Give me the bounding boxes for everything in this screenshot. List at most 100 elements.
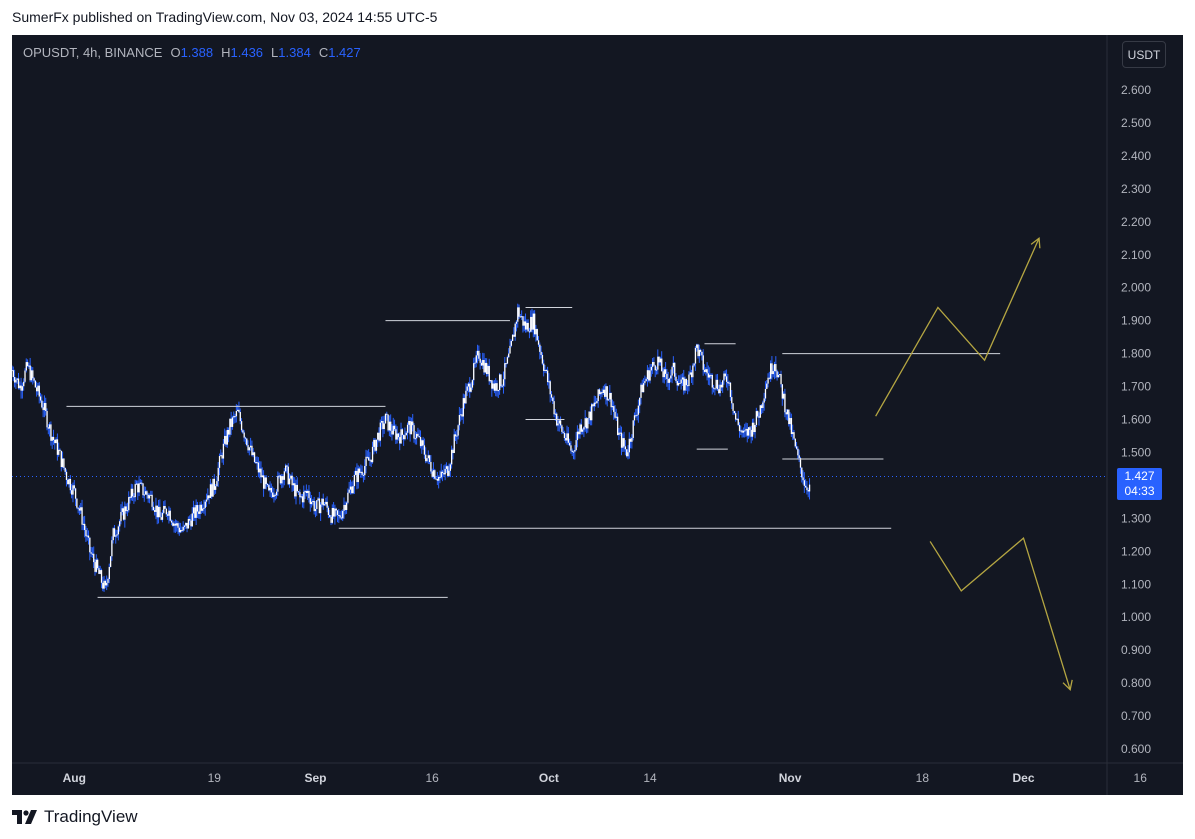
candle-body xyxy=(773,364,776,372)
candle-body xyxy=(292,483,295,486)
candle-body xyxy=(746,428,748,436)
x-tick-label: 19 xyxy=(208,771,222,785)
candle-body xyxy=(687,385,689,387)
y-tick-label: 2.400 xyxy=(1121,149,1151,163)
candle-body xyxy=(440,471,442,478)
candle-body xyxy=(222,443,225,459)
candle-body xyxy=(128,497,130,511)
candle-body xyxy=(47,427,50,429)
candle-body xyxy=(366,456,369,458)
candle-body xyxy=(135,483,138,485)
candle-body xyxy=(141,482,143,484)
candle-body xyxy=(238,409,240,413)
candle-body xyxy=(740,430,742,432)
candle-body xyxy=(111,540,113,557)
candle-body xyxy=(438,476,440,481)
candle-body xyxy=(567,433,570,443)
candle-body xyxy=(663,369,665,378)
candle-body xyxy=(631,437,633,442)
candle-body xyxy=(716,379,719,390)
candle-body xyxy=(243,432,245,438)
candle-body xyxy=(776,371,778,378)
candle-body xyxy=(714,388,716,390)
candle-body xyxy=(803,480,806,486)
candle-body xyxy=(453,434,455,454)
candle-body xyxy=(46,411,48,428)
candle-body xyxy=(609,392,611,400)
candle-body xyxy=(286,465,288,467)
candle-body xyxy=(692,365,694,378)
candle-body xyxy=(230,418,232,427)
candle-body xyxy=(653,362,655,366)
low-value: 1.384 xyxy=(278,45,311,60)
candle-body xyxy=(119,521,121,527)
candle-body xyxy=(749,427,751,430)
currency-button[interactable]: USDT xyxy=(1122,41,1166,68)
candle-body xyxy=(352,486,354,494)
price-chart[interactable]: 2.600 2.500 2.400 2.300 2.200 2.100 2.000 1.900… xyxy=(12,35,1183,795)
candle-body xyxy=(672,362,675,368)
down-projection-path[interactable] xyxy=(929,536,1071,690)
candle-body xyxy=(209,484,212,499)
candle-body xyxy=(231,417,234,427)
candle-body xyxy=(667,379,669,383)
candle-body xyxy=(331,508,334,523)
candle-body xyxy=(211,484,213,497)
candle-body xyxy=(126,510,129,512)
candle-body xyxy=(788,409,790,425)
candle-body xyxy=(365,456,367,466)
candle-body xyxy=(597,389,599,402)
candle-body xyxy=(772,371,774,375)
candle-body xyxy=(795,446,798,449)
candle-body xyxy=(28,365,30,367)
candle-body xyxy=(151,494,153,507)
candle-body xyxy=(335,508,337,511)
candle-body xyxy=(160,517,162,520)
candle-body xyxy=(584,418,586,428)
candle-body xyxy=(674,362,676,377)
candle-body xyxy=(203,507,205,509)
candle-body xyxy=(327,507,330,516)
candle-body xyxy=(462,398,464,417)
candle-body xyxy=(478,350,480,359)
candle-body xyxy=(605,386,607,397)
chart-panel[interactable]: 2.600 2.500 2.400 2.300 2.200 2.100 2.000 1.900… xyxy=(12,35,1183,795)
candle-body xyxy=(12,370,13,372)
candle-body xyxy=(414,438,417,440)
candle-body xyxy=(515,321,518,324)
candle-body xyxy=(207,495,209,500)
footer-brand[interactable]: TradingView xyxy=(12,807,138,827)
up-projection-path[interactable] xyxy=(875,238,1040,417)
candle-body xyxy=(579,424,581,435)
candle-body xyxy=(163,506,165,513)
candle-body xyxy=(150,494,152,496)
y-tick-label: 0.800 xyxy=(1121,676,1151,690)
candle-body xyxy=(500,374,502,387)
candle-body xyxy=(143,494,145,496)
candle-body xyxy=(467,383,470,387)
candle-body xyxy=(545,370,547,372)
candle-body xyxy=(227,429,230,435)
symbol-legend: OPUSDT, 4h, BINANCE O1.388 H1.436 L1.384 C1.… xyxy=(23,45,361,60)
candle-body xyxy=(134,484,136,498)
candle-body xyxy=(702,355,704,370)
candle-body xyxy=(658,356,660,363)
candle-body xyxy=(248,447,251,451)
candle-body xyxy=(73,485,75,489)
candle-body xyxy=(466,386,468,391)
candle-body xyxy=(601,392,603,394)
candle-body xyxy=(409,420,411,435)
candle-body xyxy=(144,491,147,495)
candle-body xyxy=(460,414,462,416)
candle-body xyxy=(668,378,671,383)
candle-body xyxy=(287,466,289,485)
candle-body xyxy=(178,527,180,533)
candle-body xyxy=(288,478,291,485)
candle-body xyxy=(382,421,384,430)
candle-body xyxy=(104,580,107,586)
candle-body xyxy=(401,429,404,435)
candle-body xyxy=(301,496,304,503)
candle-body xyxy=(51,436,53,441)
candle-body xyxy=(425,454,427,462)
candle-body xyxy=(374,439,376,451)
